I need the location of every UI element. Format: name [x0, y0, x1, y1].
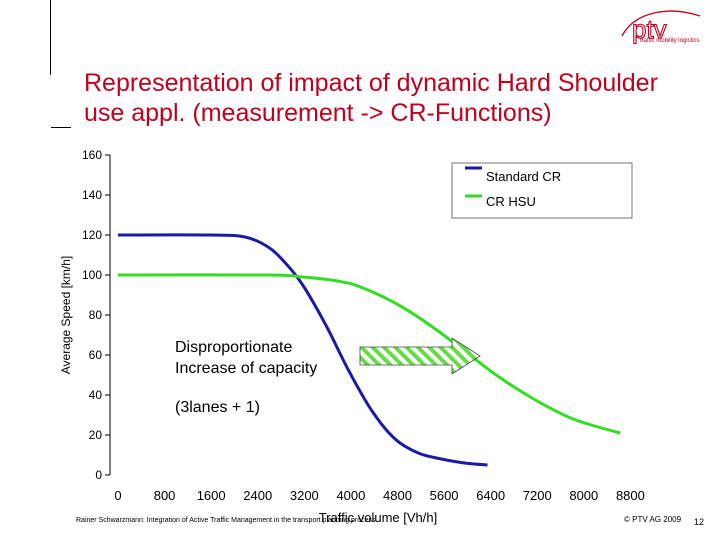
y-tick-label: 140 [82, 188, 102, 202]
annotation-line-1: Disproportionate [175, 339, 293, 356]
slide-title: Representation of impact of dynamic Hard… [84, 69, 658, 127]
x-tick-label: 8000 [569, 488, 598, 503]
x-tick-label: 800 [154, 488, 176, 503]
x-tick-label: 3200 [290, 488, 319, 503]
x-tick-label: 8800 [616, 488, 645, 503]
y-tick-label: 0 [95, 468, 102, 482]
x-tick-label: 4800 [383, 488, 412, 503]
series-line-cr-hsu [117, 273, 621, 435]
logo-text: ptv [632, 14, 667, 44]
y-tick-label: 80 [89, 308, 103, 322]
x-tick-label: 4000 [336, 488, 365, 503]
ptv-logo: ptv [621, 10, 701, 45]
x-tick-label: 0 [114, 488, 121, 503]
capacity-arrow [359, 337, 481, 375]
logo-swoosh [621, 10, 701, 37]
series-line-standard-cr [117, 233, 488, 467]
y-tick-label: 100 [82, 268, 102, 282]
x-tick-label: 1600 [197, 488, 226, 503]
x-tick-label: 6400 [476, 488, 505, 503]
capacity-annotation: Disproportionate Increase of capacity (3… [175, 337, 481, 416]
legend-box [451, 162, 633, 219]
frame-horizontal-line [51, 127, 71, 128]
y-tick-label: 60 [89, 348, 103, 362]
x-tick-label: 7200 [523, 488, 552, 503]
logo-tagline: traffic mobility logistics [640, 38, 700, 44]
x-axis-label: Traffic volume [Vh/h] [319, 510, 438, 525]
y-tick-label: 160 [82, 148, 102, 162]
y-tick-label: 120 [82, 228, 102, 242]
y-axis-label: Average Speed [km/h] [59, 256, 73, 375]
x-tick-label: 2400 [243, 488, 272, 503]
y-tick-label: 20 [89, 428, 103, 442]
y-tick-label: 40 [89, 388, 103, 402]
x-tick-label: 5600 [430, 488, 459, 503]
legend-label-standard-cr: Standard CR [486, 169, 561, 184]
annotation-line-2: Increase of capacity [175, 360, 317, 377]
page-number: 12 [694, 517, 705, 527]
frame-vertical-line [50, 0, 51, 75]
footer-author: Rainer Schwarzmann: Integration of Activ… [76, 517, 376, 524]
annotation-line-3: (3lanes + 1) [175, 399, 260, 416]
legend-label-cr-hsu: CR HSU [486, 194, 536, 209]
footer-copyright: © PTV AG 2009 [624, 515, 682, 524]
legend: Standard CR CR HSU [451, 162, 633, 219]
